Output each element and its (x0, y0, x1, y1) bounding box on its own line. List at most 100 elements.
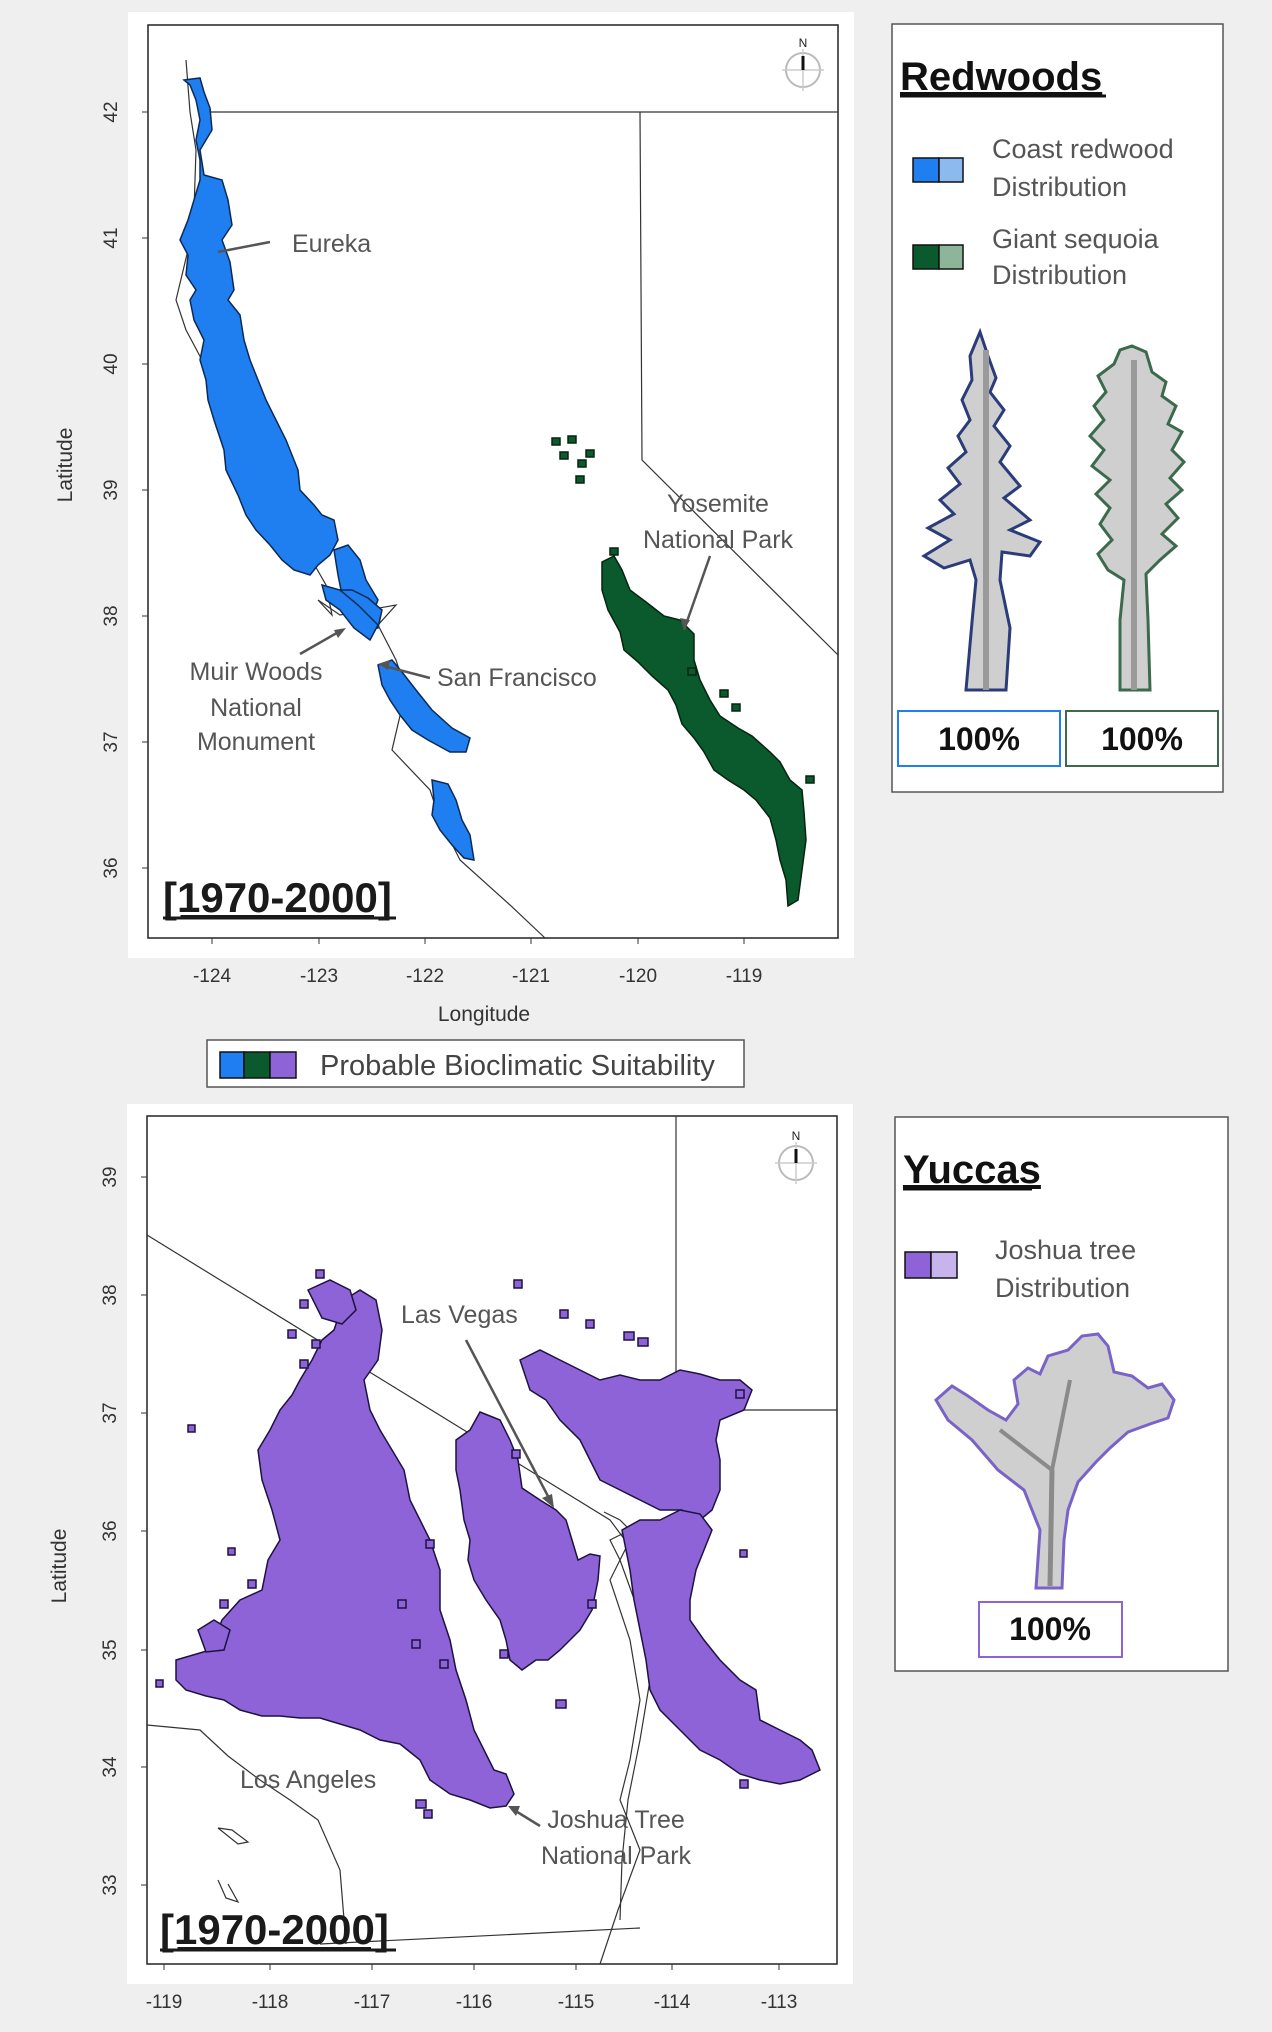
lat-tick-label: 37 (101, 731, 122, 752)
leader-line (513, 1808, 541, 1828)
lon-tick-label: -115 (558, 1992, 595, 2013)
legend-swatch-dark (912, 244, 940, 270)
leader-line (217, 240, 271, 254)
map-top-xlabel: Longitude (438, 1003, 530, 1026)
lat-tick-label: 39 (101, 479, 122, 500)
legend-swatch-green (243, 1051, 271, 1079)
era-label: [1970-2000] (163, 874, 392, 921)
map-bottom-lon-ticks: -119 -118 -117 -116 -115 -114 -113 (146, 1964, 798, 2013)
lat-tick-label: 40 (101, 353, 122, 374)
panel-yuccas: Yuccas Joshua tree Distribution 100% (894, 1116, 1229, 1672)
arrowhead-icon (508, 1806, 520, 1816)
lat-tick-label: 35 (100, 1639, 121, 1660)
map-top-ylabel: Latitude (54, 428, 77, 503)
lat-tick-label: 36 (101, 857, 122, 878)
lon-tick-label: -117 (354, 1992, 391, 2013)
lon-tick-label: -118 (252, 1992, 289, 2013)
lon-tick-label: -119 (146, 1992, 183, 2013)
legend-swatch-dark (912, 157, 940, 183)
legend-label: Distribution (992, 172, 1127, 202)
label-muir-woods: Monument (197, 728, 315, 756)
map-top: 42 41 40 39 38 37 36 -124 -123 -122 -121… (54, 12, 854, 1026)
ca-mexico-border (319, 1927, 641, 1945)
lon-tick-label: -120 (619, 966, 657, 987)
joshua-tree-distribution (155, 1269, 821, 1819)
island (217, 1879, 240, 1904)
lon-tick-label: -123 (300, 966, 338, 987)
leader-line (682, 555, 712, 631)
panel-title: Yuccas (903, 1148, 1041, 1192)
north-label: N (799, 36, 808, 50)
label-yosemite: Yosemite (667, 490, 769, 518)
era-label: [1970-2000] (160, 1906, 389, 1953)
legend-label: Giant sequoia (992, 224, 1160, 254)
pct-coast-redwood: 100% (938, 721, 1020, 757)
lat-tick-label: 39 (100, 1166, 121, 1187)
north-label: N (792, 1129, 801, 1143)
label-joshua-tree-np: Joshua Tree (547, 1806, 685, 1834)
panel-redwoods: Redwoods Coast redwood Distribution Gian… (891, 23, 1224, 793)
city-label-san-francisco: San Francisco (437, 664, 597, 692)
joshua-tree-icon (934, 1332, 1176, 1590)
label-yosemite: National Park (643, 526, 794, 554)
leader-line (383, 664, 431, 680)
pct-box-giant-sequoia (1065, 710, 1219, 767)
legend-swatch-light (938, 157, 964, 183)
legend-label: Joshua tree (995, 1235, 1136, 1265)
legend-bar-label: Probable Bioclimatic Suitability (320, 1050, 715, 1082)
pct-giant-sequoia: 100% (1101, 721, 1183, 757)
map-top-lon-ticks: -124 -123 -122 -121 -120 -119 (193, 938, 762, 987)
lat-tick-label: 36 (100, 1520, 121, 1541)
pct-box-coast-redwood (897, 710, 1061, 767)
lon-tick-label: -113 (761, 1992, 798, 2013)
city-label-las-vegas: Las Vegas (401, 1301, 518, 1329)
coast-redwood-tree-icon (921, 327, 1043, 692)
legend-swatch-blue (219, 1051, 245, 1079)
legend-swatch-light (930, 1251, 958, 1279)
arrowhead-icon (334, 628, 346, 638)
legend-bar: Probable Bioclimatic Suitability (206, 1039, 745, 1088)
map-top-lat-ticks: 42 41 40 39 38 37 36 (101, 101, 148, 879)
state-border-ca-nv (639, 111, 839, 656)
label-muir-woods: National (210, 694, 302, 722)
arrowhead-icon (680, 618, 690, 630)
lon-tick-label: -122 (406, 966, 444, 987)
label-joshua-tree-np: National Park (541, 1842, 692, 1870)
coastline (146, 1724, 347, 1945)
coast-redwood-distribution (179, 77, 475, 861)
map-bottom-plot-area (146, 1115, 838, 1965)
legend-label: Distribution (992, 260, 1127, 290)
coastline (175, 59, 546, 939)
city-label-los-angeles: Los Angeles (240, 1766, 376, 1794)
panel-title: Redwoods (900, 55, 1102, 99)
lon-tick-label: -124 (193, 966, 231, 987)
pct-joshua-tree: 100% (1009, 1611, 1091, 1647)
legend-label: Coast redwood (992, 134, 1174, 164)
state-border-ca-nv (146, 1234, 629, 1545)
lat-tick-label: 37 (100, 1402, 121, 1423)
north-arrow-icon: N (782, 36, 824, 91)
lat-tick-label: 38 (101, 605, 122, 626)
island (217, 1827, 250, 1845)
lon-tick-label: -119 (726, 966, 763, 987)
leader-line (299, 628, 343, 656)
lon-tick-label: -116 (456, 1992, 493, 2013)
lon-tick-label: -121 (512, 966, 550, 987)
label-muir-woods: Muir Woods (190, 658, 323, 686)
legend-swatch-purple (269, 1051, 297, 1079)
lat-tick-label: 34 (100, 1756, 121, 1778)
map-bottom: 39 38 37 36 35 34 33 -119 -118 -117 -116… (48, 1104, 853, 2013)
state-border-ca-az (599, 1543, 641, 1965)
arrowhead-icon (378, 660, 390, 670)
legend-swatch-light (938, 244, 964, 270)
lon-tick-label: -114 (654, 1992, 691, 2013)
lat-tick-label: 42 (101, 101, 122, 122)
legend-swatch-dark (904, 1251, 932, 1279)
lat-tick-label: 41 (101, 227, 122, 248)
pct-box-joshua-tree (978, 1601, 1123, 1658)
lat-tick-label: 33 (100, 1874, 121, 1895)
city-label-eureka: Eureka (292, 230, 371, 258)
lat-tick-label: 38 (100, 1284, 121, 1305)
leader-line (464, 1339, 552, 1501)
